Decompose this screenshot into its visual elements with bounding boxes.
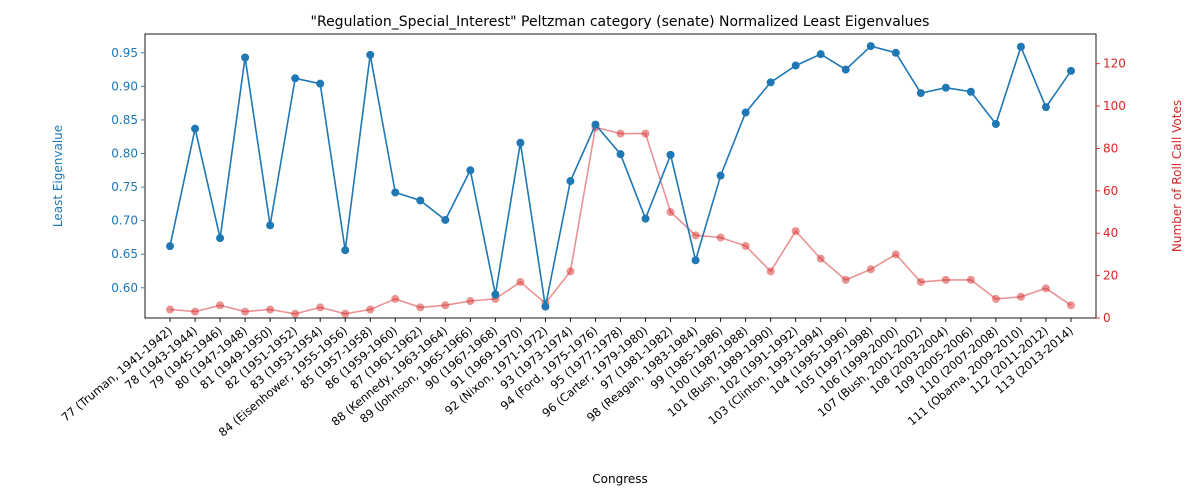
least-eigenvalue-point bbox=[166, 242, 175, 251]
roll-call-votes-point bbox=[241, 307, 250, 316]
left-y-tick-label: 0.70 bbox=[111, 214, 138, 228]
least-eigenvalue-point bbox=[441, 215, 450, 224]
least-eigenvalue-point bbox=[866, 42, 875, 51]
least-eigenvalue-point bbox=[491, 290, 500, 299]
plot-frame bbox=[144, 33, 1097, 319]
left-y-tick-label: 0.80 bbox=[111, 147, 138, 161]
least-eigenvalue-point bbox=[416, 196, 425, 205]
right-y-tick-label: 60 bbox=[1103, 184, 1118, 198]
roll-call-votes-point bbox=[416, 303, 425, 312]
roll-call-votes-point bbox=[791, 227, 800, 236]
x-axis-label: Congress bbox=[592, 472, 648, 486]
roll-call-votes-point bbox=[516, 277, 525, 286]
roll-call-votes-point bbox=[266, 305, 275, 314]
least-eigenvalue-point bbox=[791, 61, 800, 70]
roll-call-votes-point bbox=[1066, 301, 1075, 310]
right-y-tick-label: 20 bbox=[1103, 269, 1118, 283]
least-eigenvalue-point bbox=[941, 83, 950, 92]
least-eigenvalue-point bbox=[916, 89, 925, 98]
least-eigenvalue-point bbox=[716, 171, 725, 180]
left-y-axis-label: Least Eigenvalue bbox=[51, 125, 65, 227]
roll-call-votes-point bbox=[441, 301, 450, 310]
roll-call-votes-point bbox=[1041, 284, 1050, 293]
least-eigenvalue-point bbox=[1016, 42, 1025, 51]
roll-call-votes-point bbox=[166, 305, 175, 314]
right-y-tick-label: 80 bbox=[1103, 141, 1118, 155]
least-eigenvalue-point bbox=[691, 256, 700, 265]
least-eigenvalue-point bbox=[616, 150, 625, 159]
roll-call-votes-point bbox=[341, 309, 350, 318]
left-y-tick-label: 0.95 bbox=[111, 46, 138, 60]
left-y-tick-label: 0.85 bbox=[111, 113, 138, 127]
least-eigenvalue-point bbox=[241, 53, 250, 62]
roll-call-votes-point bbox=[291, 309, 300, 318]
right-y-tick-label: 100 bbox=[1103, 99, 1126, 113]
least-eigenvalue-point bbox=[841, 65, 850, 74]
least-eigenvalue-point bbox=[266, 221, 275, 230]
least-eigenvalue-line bbox=[169, 44, 1072, 307]
roll-call-votes-point bbox=[216, 301, 225, 310]
right-y-tick-label: 0 bbox=[1103, 311, 1111, 325]
left-y-tick-label: 0.75 bbox=[111, 180, 138, 194]
left-y-tick-label: 0.60 bbox=[111, 281, 138, 295]
right-y-axis-label: Number of Roll Call Votes bbox=[1170, 100, 1184, 252]
least-eigenvalue-point bbox=[541, 302, 550, 311]
least-eigenvalue-point bbox=[1066, 66, 1075, 75]
least-eigenvalue-point bbox=[566, 177, 575, 186]
roll-call-votes-point bbox=[316, 303, 325, 312]
roll-call-votes-point bbox=[641, 129, 650, 138]
roll-call-votes-point bbox=[566, 267, 575, 276]
roll-call-votes-point bbox=[716, 233, 725, 242]
least-eigenvalue-point bbox=[766, 78, 775, 87]
least-eigenvalue-point bbox=[591, 120, 600, 129]
least-eigenvalue-point bbox=[816, 50, 825, 59]
least-eigenvalue-point bbox=[316, 79, 325, 88]
least-eigenvalue-point bbox=[666, 150, 675, 159]
least-eigenvalue-point bbox=[366, 50, 375, 59]
roll-call-votes-point bbox=[891, 250, 900, 259]
left-y-tick-label: 0.90 bbox=[111, 79, 138, 93]
roll-call-votes-point bbox=[741, 241, 750, 250]
roll-call-votes-point bbox=[816, 254, 825, 263]
roll-call-votes-point bbox=[966, 275, 975, 284]
least-eigenvalue-point bbox=[216, 234, 225, 243]
roll-call-votes-point bbox=[191, 307, 200, 316]
least-eigenvalue-point bbox=[891, 48, 900, 57]
roll-call-votes-point bbox=[466, 297, 475, 306]
least-eigenvalue-point bbox=[391, 188, 400, 197]
roll-call-votes-point bbox=[941, 275, 950, 284]
roll-call-votes-point bbox=[866, 265, 875, 274]
least-eigenvalue-point bbox=[466, 166, 475, 175]
roll-call-votes-point bbox=[916, 277, 925, 286]
least-eigenvalue-point bbox=[191, 124, 200, 133]
least-eigenvalue-point bbox=[641, 214, 650, 223]
least-eigenvalue-point bbox=[966, 87, 975, 96]
roll-call-votes-point bbox=[841, 275, 850, 284]
least-eigenvalue-point bbox=[291, 74, 300, 83]
least-eigenvalue-point bbox=[516, 138, 525, 147]
roll-call-votes-point bbox=[666, 208, 675, 217]
left-y-tick-label: 0.65 bbox=[111, 247, 138, 261]
least-eigenvalue-point bbox=[991, 119, 1000, 128]
roll-call-votes-point bbox=[616, 129, 625, 138]
least-eigenvalue-point bbox=[1041, 103, 1050, 112]
roll-call-votes-point bbox=[766, 267, 775, 276]
chart-title: "Regulation_Special_Interest" Peltzman c… bbox=[311, 14, 930, 30]
roll-call-votes-point bbox=[366, 305, 375, 314]
right-y-tick-label: 40 bbox=[1103, 226, 1118, 240]
roll-call-votes-point bbox=[991, 294, 1000, 303]
roll-call-votes-point bbox=[1016, 292, 1025, 301]
right-y-tick-label: 120 bbox=[1103, 57, 1126, 71]
plot-area: 0.60 0.65 0.70 0.75 0.80 0.85 0.90 0.95 0 20 40 60 8… bbox=[59, 33, 1126, 439]
least-eigenvalue-point bbox=[741, 108, 750, 117]
roll-call-votes-point bbox=[691, 231, 700, 240]
roll-call-votes-point bbox=[391, 294, 400, 303]
least-eigenvalue-point bbox=[341, 246, 350, 255]
